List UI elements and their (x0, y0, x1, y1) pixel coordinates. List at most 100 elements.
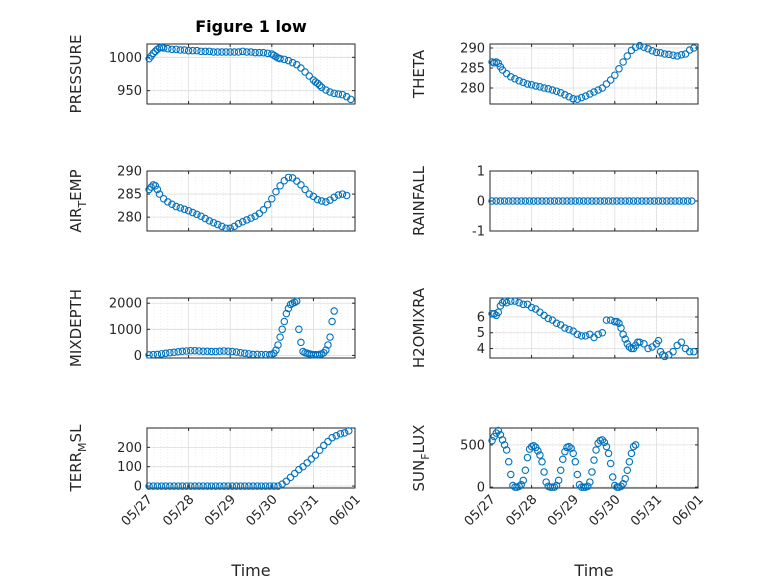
data-point (184, 206, 193, 215)
data-point (550, 483, 559, 491)
data-point (207, 347, 216, 356)
data-point (606, 76, 615, 84)
data-point (203, 482, 212, 490)
data-point (619, 58, 627, 66)
data-point (174, 347, 182, 356)
subplot-air_temp: 280 285 290 AIRTEMP (67, 165, 356, 233)
data-point (488, 197, 496, 205)
y-tick-label: 280 (117, 211, 142, 226)
data-point (594, 86, 602, 94)
data-point (640, 43, 648, 51)
x-tick-label: 05/31 (628, 492, 665, 529)
data-point (540, 84, 548, 92)
data-point (193, 46, 201, 55)
data-point (147, 183, 155, 191)
series-markers (488, 41, 698, 103)
data-point (153, 350, 162, 359)
data-point (157, 482, 166, 490)
data-point (153, 185, 162, 194)
data-point (504, 197, 513, 205)
axes-box (489, 427, 699, 489)
data-point (305, 72, 313, 80)
data-point (155, 190, 164, 198)
data-point (282, 477, 291, 485)
data-point (172, 202, 180, 211)
data-point (652, 48, 661, 57)
y-tick-label: 285 (460, 62, 485, 77)
data-point (675, 197, 684, 205)
y-tick-label: 4 (477, 342, 485, 357)
data-point (255, 209, 264, 218)
data-point (311, 451, 320, 459)
data-point (276, 54, 284, 63)
data-point (259, 48, 268, 57)
data-point (342, 191, 351, 200)
y-axis-label: H2OMIXRA (410, 287, 428, 368)
data-point (498, 298, 507, 307)
axes-box (146, 170, 356, 232)
data-point (673, 52, 681, 60)
data-point (230, 48, 239, 56)
data-point (145, 185, 153, 194)
series-markers (145, 427, 353, 490)
x-axis-label-left: Time (230, 561, 270, 580)
data-point (245, 350, 253, 358)
data-point (600, 197, 609, 205)
data-point (538, 458, 546, 466)
series-markers (488, 297, 698, 361)
data-point (286, 473, 295, 482)
data-point (613, 317, 621, 326)
data-point (301, 68, 309, 76)
series-markers (145, 297, 338, 359)
data-point (683, 197, 692, 205)
data-point (297, 338, 305, 347)
data-point (602, 316, 611, 324)
data-point (209, 218, 218, 227)
data-point (253, 350, 261, 359)
data-point (563, 197, 571, 205)
y-tick-label: 6 (477, 310, 485, 325)
data-point (669, 51, 677, 59)
data-point (249, 482, 257, 490)
data-point (565, 325, 573, 334)
data-point (496, 431, 505, 439)
data-point (588, 468, 596, 476)
data-point (565, 442, 573, 451)
data-point (334, 191, 343, 199)
data-point (534, 197, 542, 205)
y-tick-label: 0 (134, 349, 142, 364)
subplot-theta: 280 285 290 THETA (410, 41, 699, 105)
data-point (189, 208, 197, 217)
data-point (584, 197, 592, 205)
data-point (636, 41, 644, 50)
data-point (665, 50, 673, 59)
y-tick-label: 200 (117, 441, 142, 456)
data-point (263, 200, 272, 209)
data-point (245, 482, 253, 490)
data-point (567, 444, 575, 453)
data-point (213, 220, 222, 229)
data-point (550, 197, 559, 205)
data-point (690, 347, 698, 356)
data-point (297, 181, 305, 189)
data-point (542, 197, 550, 205)
data-point (345, 427, 353, 435)
data-point (552, 481, 561, 490)
data-point (494, 59, 503, 67)
data-point (511, 75, 519, 83)
data-point (536, 83, 544, 91)
data-point (571, 458, 580, 466)
data-point (496, 197, 505, 205)
data-point (326, 333, 334, 341)
data-point (534, 447, 542, 455)
data-point (197, 47, 205, 56)
data-point (241, 349, 249, 358)
axes-box (489, 170, 699, 232)
data-point (222, 224, 230, 232)
axes-box (489, 297, 699, 359)
data-point (536, 451, 544, 459)
data-point (598, 328, 607, 337)
data-point (166, 349, 174, 357)
